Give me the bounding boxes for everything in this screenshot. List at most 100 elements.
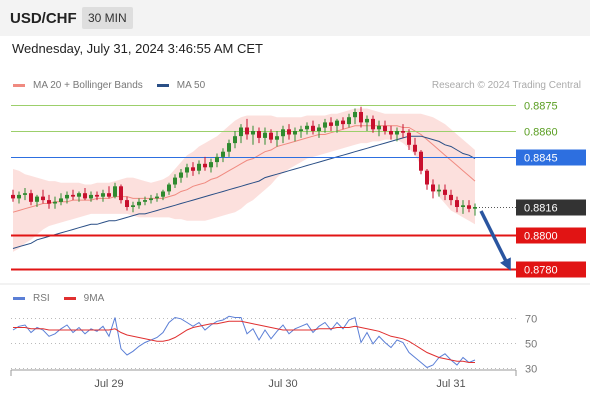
pivot-label-box — [516, 149, 586, 166]
ma50-line — [12, 135, 476, 249]
candle-body — [383, 125, 387, 131]
candle-body — [95, 194, 99, 197]
candle-body — [71, 194, 75, 197]
candle-body — [113, 186, 117, 197]
candle-body — [179, 172, 183, 178]
candle-body — [107, 193, 111, 197]
candle-body — [317, 127, 321, 131]
current-label-box — [516, 199, 586, 216]
x-tick-label: Jul 31 — [436, 378, 465, 390]
candle-body — [425, 170, 429, 185]
resistance-label: 0.8860 — [524, 127, 558, 139]
candle-body — [65, 194, 69, 199]
candle-body — [455, 200, 459, 207]
rsi-legend: RSI 9MA — [13, 293, 104, 304]
candle-body — [89, 194, 93, 199]
candle-body — [449, 194, 453, 201]
support-label: 0.8800 — [524, 231, 558, 243]
axis-layer: Jul 29 Jul 30 Jul 31 — [10, 370, 517, 390]
candle-body — [413, 144, 417, 152]
candle-body — [23, 193, 27, 195]
timeframe-badge[interactable]: 30 MIN — [82, 7, 133, 29]
candle-body — [275, 136, 279, 140]
candle-body — [395, 131, 399, 135]
rsi-ma-line — [13, 320, 475, 363]
candle-body — [359, 112, 363, 123]
rsi-line — [12, 315, 476, 369]
rsi-swatch — [13, 297, 25, 300]
candle-body — [77, 193, 81, 197]
candle-body — [377, 125, 381, 130]
candle-body — [251, 131, 255, 135]
candle-body — [245, 127, 249, 135]
legend-rsi-label: RSI — [33, 293, 50, 304]
candle-body — [173, 177, 177, 185]
ma50-swatch — [156, 84, 169, 87]
candle-body — [11, 194, 15, 199]
candle-body — [221, 151, 225, 157]
candle-body — [257, 131, 261, 138]
candle-body — [155, 196, 159, 199]
candle-body — [131, 205, 135, 207]
candle-body — [197, 163, 201, 171]
rsi-tick-label: 50 — [525, 339, 537, 351]
legend-ma20-label: MA 20 + Bollinger Bands — [33, 80, 143, 91]
candle-body — [119, 186, 123, 201]
rsi-layer: 70 50 30 — [11, 314, 537, 376]
candle-body — [269, 132, 273, 140]
candle-body — [161, 191, 165, 197]
candle-body — [101, 193, 105, 197]
candle-body — [287, 129, 291, 135]
candle-body — [203, 163, 207, 168]
candle-body — [431, 184, 435, 192]
support-label: 0.8780 — [524, 265, 558, 277]
candle-body — [125, 200, 129, 207]
candle-body — [137, 201, 141, 206]
bollinger-band — [13, 108, 475, 252]
timestamp: Wednesday, July 31, 2024 3:46:55 AM CET — [12, 41, 263, 56]
candle-body — [35, 196, 39, 202]
x-tick-label: Jul 30 — [268, 378, 297, 390]
legend-ma50-label: MA 50 — [176, 80, 206, 91]
candle-body — [305, 125, 309, 130]
price-layer: 0.8875 0.8860 0.8845 0.8816 0.8800 0.8780 — [11, 101, 586, 278]
candle-body — [149, 198, 153, 201]
legend-rsi-ma-label: 9MA — [83, 293, 105, 304]
current-label: 0.8816 — [524, 203, 558, 215]
x-tick-label: Jul 29 — [94, 378, 123, 390]
candle-body — [353, 112, 357, 118]
forecast-arrow-head — [500, 257, 511, 271]
candle-body — [59, 198, 63, 202]
instrument-title: USD/CHF — [10, 10, 77, 27]
rsi-tick-label: 30 — [525, 364, 537, 376]
pivot-label: 0.8845 — [524, 153, 558, 165]
candle-body — [227, 143, 231, 152]
credit-text: Research © 2024 Trading Central — [431, 80, 581, 91]
candle-body — [347, 117, 351, 125]
candle-body — [335, 120, 339, 126]
candle-body — [215, 156, 219, 163]
candle-body — [311, 125, 315, 131]
candle-body — [323, 122, 327, 128]
candle-body — [239, 127, 243, 137]
price-legend: MA 20 + Bollinger Bands MA 50 — [13, 80, 205, 91]
candle-body — [329, 122, 333, 126]
candle-body — [143, 200, 147, 202]
candle-body — [29, 193, 33, 202]
candle-body — [419, 151, 423, 171]
candle-body — [41, 196, 45, 201]
candle-body — [365, 118, 369, 123]
candle-body — [371, 118, 375, 130]
candle-body — [185, 167, 189, 173]
candle-body — [209, 162, 213, 168]
support-label-box — [516, 227, 586, 244]
candle-body — [437, 189, 441, 192]
candle-body — [299, 129, 303, 131]
candle-body — [401, 131, 405, 133]
candle-body — [461, 205, 465, 207]
rsi-tick-label: 70 — [525, 314, 537, 326]
candle-body — [263, 132, 267, 138]
candle-body — [191, 167, 195, 171]
candle-body — [47, 200, 51, 204]
